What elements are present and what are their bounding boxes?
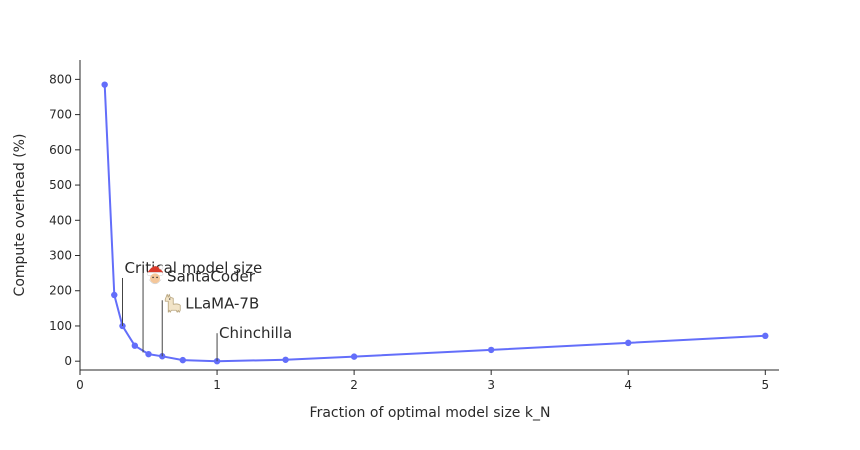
santa-face (150, 273, 161, 284)
data-point (111, 291, 118, 299)
y-ticks: 0 100 200 300 400 500 600 700 800 (49, 72, 80, 368)
llama-body (164, 293, 181, 313)
data-point (762, 332, 769, 340)
series-layer (101, 81, 769, 365)
santa-beard (148, 279, 162, 285)
annotation-label: Chinchilla (219, 324, 292, 342)
y-tick-label: 800 (49, 72, 72, 86)
x-tick-label: 1 (213, 378, 221, 392)
santa-eye-left (152, 276, 154, 279)
x-tick-label: 4 (624, 378, 632, 392)
data-point (131, 342, 139, 349)
x-ticks: 0 1 2 3 4 5 (76, 370, 769, 392)
x-axis-title: Fraction of optimal model size k_N (310, 405, 551, 421)
y-tick-label: 200 (49, 284, 72, 298)
y-tick-label: 700 (49, 108, 72, 122)
santa-face-icon (146, 265, 164, 285)
data-point (145, 350, 152, 358)
data-point (487, 346, 495, 354)
x-tick-label: 5 (761, 378, 769, 392)
y-tick-label: 500 (49, 178, 72, 192)
y-tick-label: 600 (49, 143, 72, 157)
x-tick-label: 3 (487, 378, 495, 392)
series-line (103, 84, 766, 363)
y-tick-label: 300 (49, 249, 72, 263)
annotation-layer: Critical model sizeSantaCoderLLaMA-7BChi… (121, 259, 292, 362)
y-tick-label: 400 (49, 213, 72, 227)
llama-eye (169, 298, 171, 300)
annotation-label: SantaCoder (167, 267, 256, 285)
llama-icon (164, 293, 181, 313)
x-tick-label: 0 (76, 378, 84, 392)
y-tick-label: 0 (64, 354, 72, 368)
y-axis-title: Compute overhead (%) (12, 134, 28, 297)
data-point (350, 353, 358, 360)
santa-pompom (158, 265, 164, 270)
data-point (101, 81, 108, 88)
x-tick-label: 2 (350, 378, 358, 392)
y-tick-label: 100 (49, 319, 72, 333)
santa-eye-right (156, 276, 158, 279)
data-point (625, 339, 632, 347)
annotation-label: LLaMA-7B (185, 294, 259, 312)
data-point (282, 356, 289, 363)
data-point (179, 356, 186, 364)
axes: 0 100 200 300 400 500 600 700 800 0 1 2 3 4 5 (49, 60, 779, 392)
